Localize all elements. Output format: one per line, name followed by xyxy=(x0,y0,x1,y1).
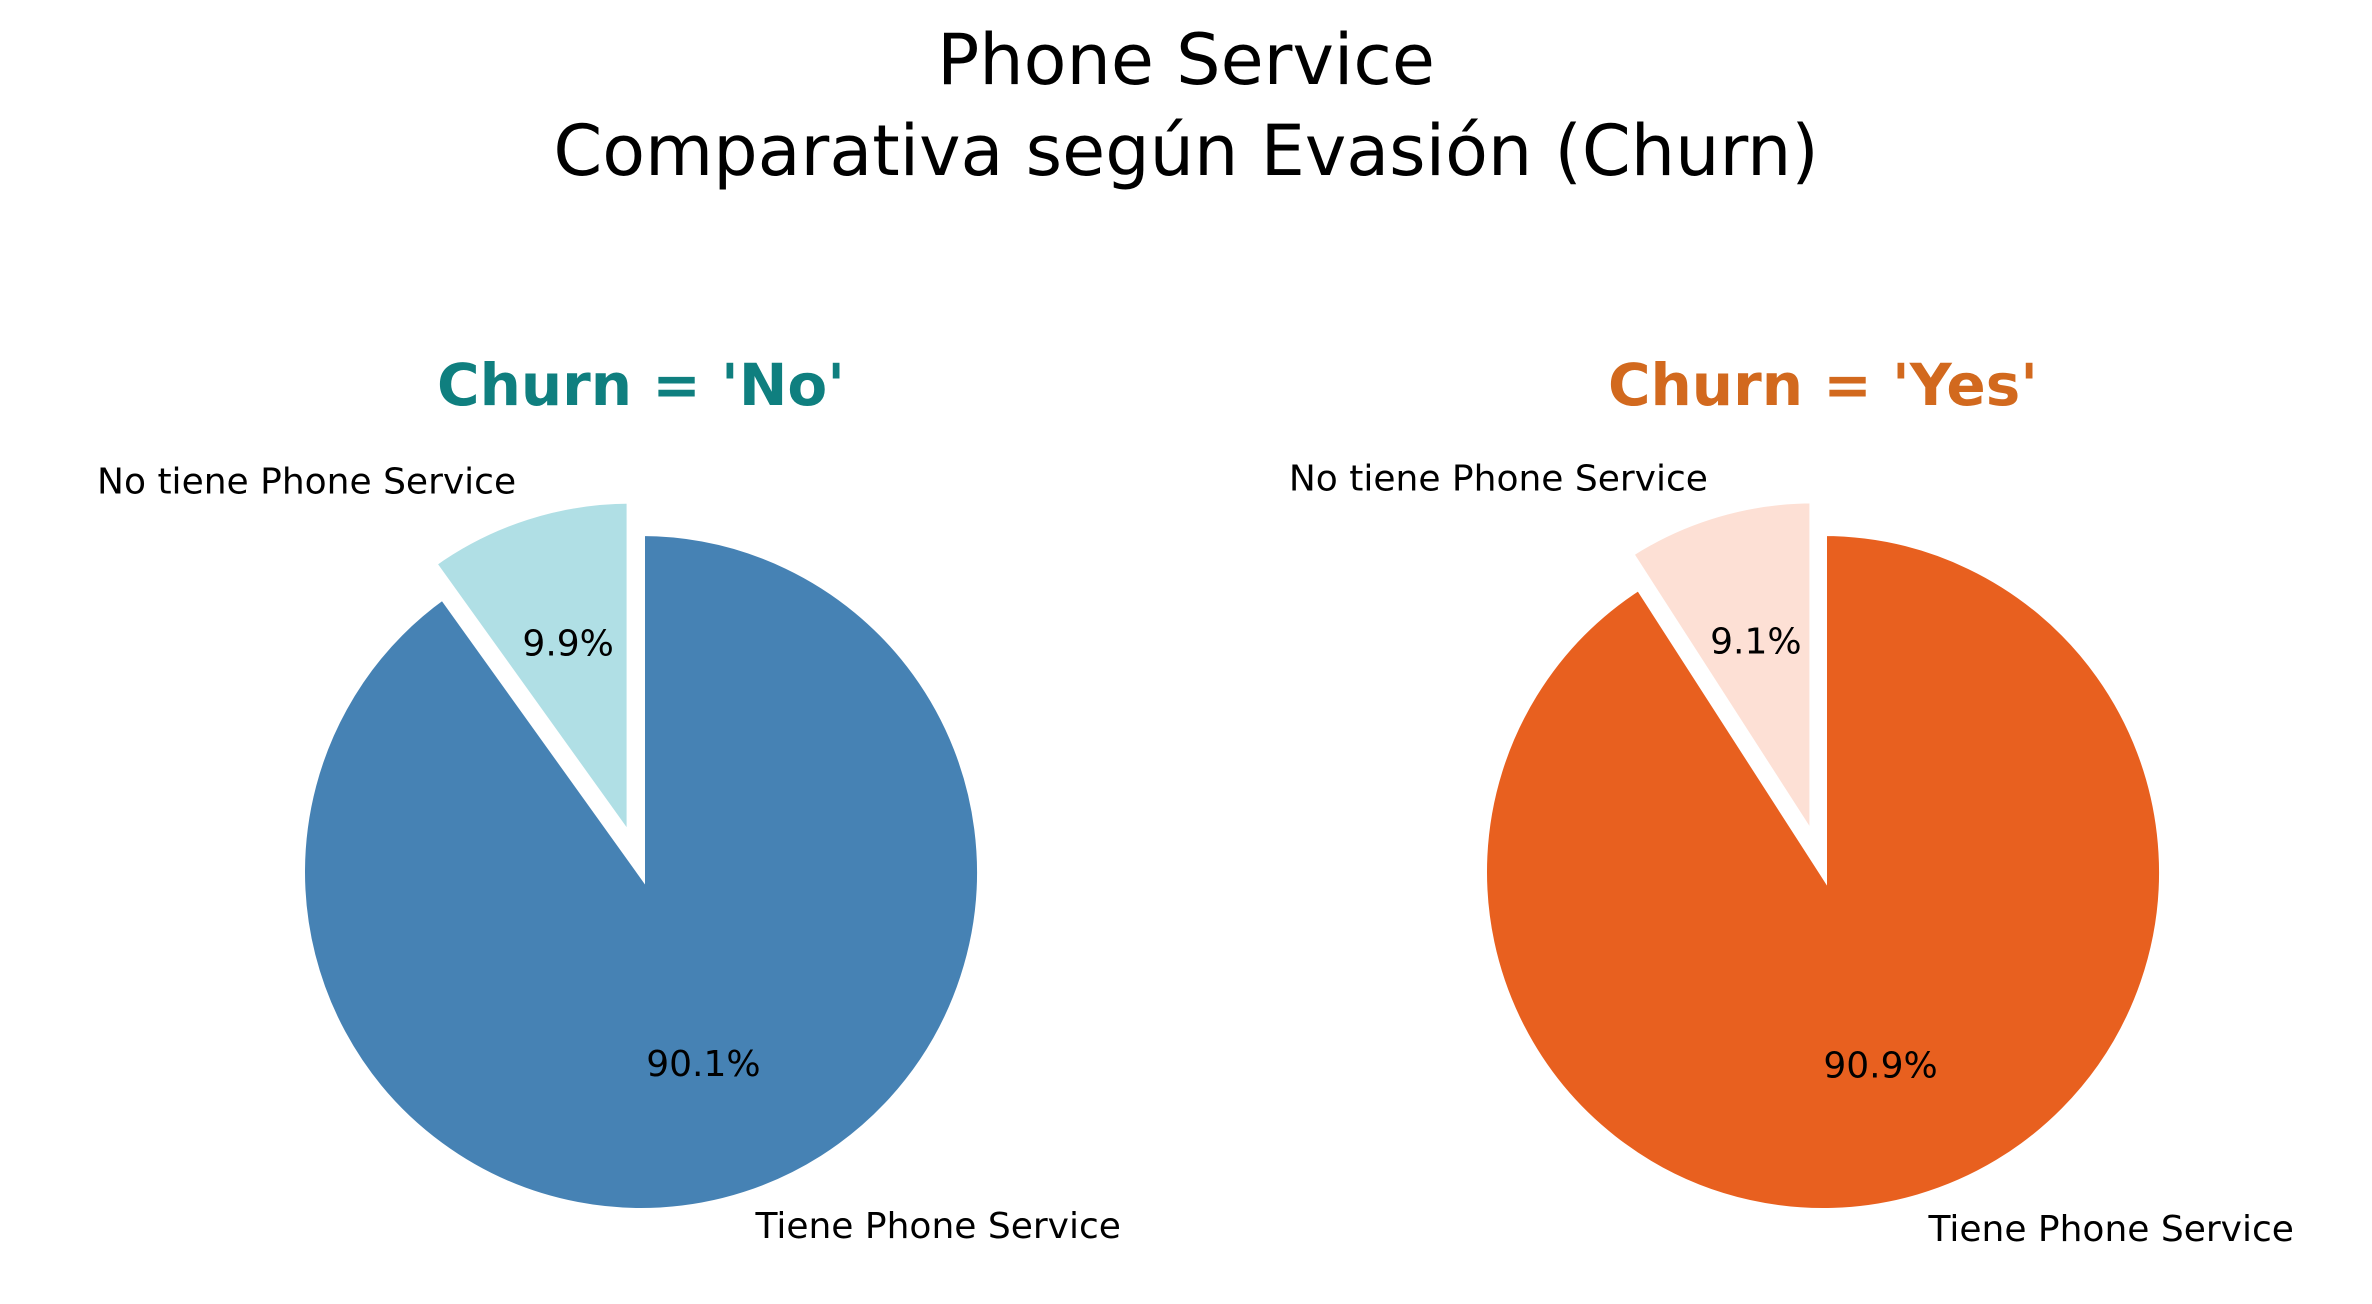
figure-title-line2: Comparativa según Evasión (Churn) xyxy=(553,110,1818,192)
pie-title: Churn = 'Yes' xyxy=(1608,351,2038,419)
pie-percent-label: 90.9% xyxy=(1823,1046,1937,1087)
pie-category-label: Tiene Phone Service xyxy=(1927,1209,2293,1250)
pie-chart-churn-no: Churn = 'No' 9.9% No tiene Phone Service 90… xyxy=(97,351,1121,1247)
pie-percent-label: 90.1% xyxy=(646,1044,760,1085)
pie-title: Churn = 'No' xyxy=(437,351,845,419)
figure-title-line1: Phone Service xyxy=(937,19,1435,101)
pie-slice xyxy=(297,527,985,1216)
pie-percent-label: 9.9% xyxy=(522,623,613,664)
pie-chart-churn-yes: Churn = 'Yes' 9.1% No tiene Phone Service 9… xyxy=(1289,351,2294,1250)
pie-category-label: Tiene Phone Service xyxy=(754,1206,1120,1247)
pie-category-label: No tiene Phone Service xyxy=(1289,459,1708,500)
pie-slice xyxy=(1623,495,1818,853)
pie-percent-label: 9.1% xyxy=(1710,622,1801,663)
pie-slice xyxy=(1479,527,2167,1216)
pie-slice xyxy=(426,495,635,853)
pie-category-label: No tiene Phone Service xyxy=(97,462,516,503)
